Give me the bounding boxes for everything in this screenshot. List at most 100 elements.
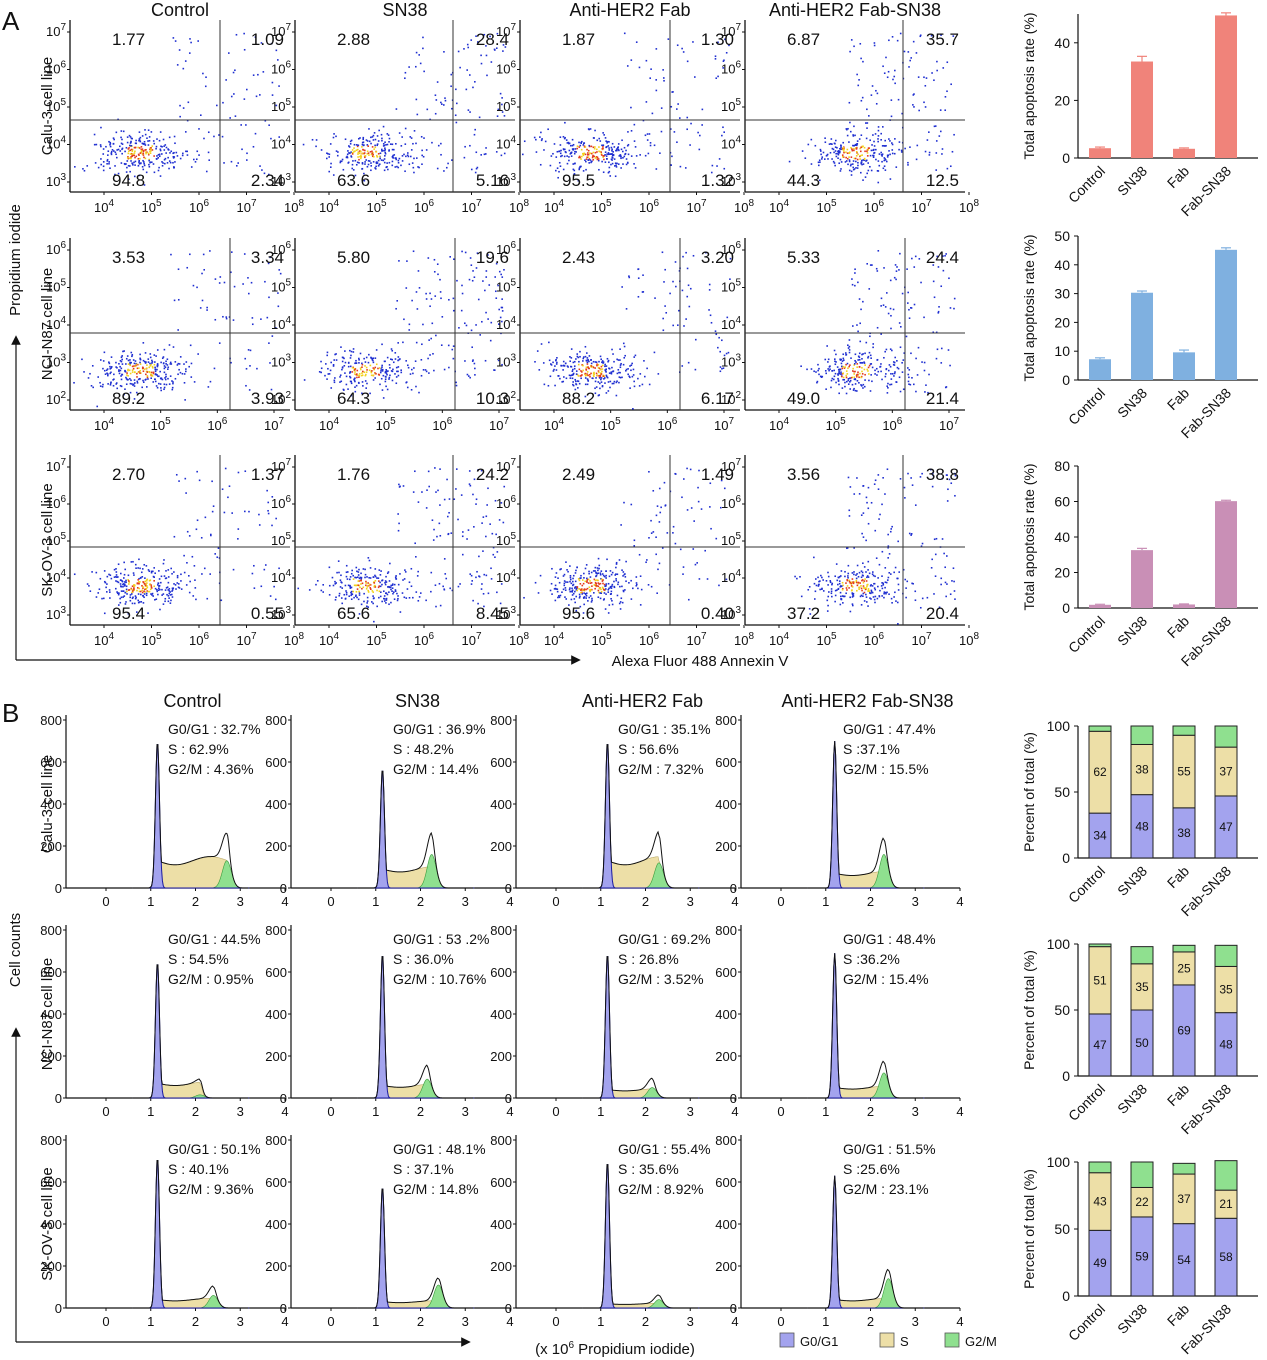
x-tick-label: 104 xyxy=(319,631,339,648)
scatter-dot xyxy=(101,385,104,388)
scatter-dot xyxy=(555,169,557,172)
scatter-dot xyxy=(596,567,599,569)
x-tick-label: 4 xyxy=(956,894,963,909)
scatter-dot xyxy=(855,579,858,582)
scatter-dot xyxy=(895,278,897,281)
scatter-dot xyxy=(466,373,469,376)
y-tick-label: 103 xyxy=(496,605,516,622)
scatter-dot xyxy=(902,568,905,571)
scatter-dot xyxy=(578,360,580,363)
scatter-dot xyxy=(353,378,355,381)
scatter-dot xyxy=(824,370,827,372)
scatter-dot xyxy=(572,361,575,364)
scatter-dot xyxy=(352,160,354,162)
scatter-dot xyxy=(575,587,578,590)
scatter-dot xyxy=(647,584,650,586)
scatter-dot xyxy=(167,576,170,578)
scatter-dot xyxy=(838,372,841,375)
scatter-dot xyxy=(170,593,173,596)
scatter-dot xyxy=(641,383,644,386)
scatter-dot xyxy=(355,144,358,146)
scatter-dot xyxy=(565,139,568,141)
scatter-dot xyxy=(606,357,609,360)
scatter-dot xyxy=(858,352,861,355)
scatter-dot xyxy=(916,374,919,376)
scatter-dot xyxy=(357,148,359,151)
scatter-dot xyxy=(315,583,317,586)
x-tick-label: 107 xyxy=(236,198,256,215)
scatter-dot xyxy=(932,280,935,283)
scatter-dot xyxy=(412,372,414,375)
scatter-dot xyxy=(616,162,618,165)
scatter-dot xyxy=(154,373,157,375)
y-tick-label: 105 xyxy=(496,278,516,295)
scatter-dot xyxy=(374,366,377,369)
scatter-dot xyxy=(613,158,616,160)
quadrant-lower-right: 1.32 xyxy=(701,171,734,190)
scatter-dot xyxy=(449,587,452,590)
scatter-dot xyxy=(937,266,940,268)
scatter-dot xyxy=(869,335,871,338)
scatter-dot xyxy=(392,154,394,157)
scatter-dot xyxy=(156,138,158,140)
scatter-dot xyxy=(125,171,128,173)
scatter-dot xyxy=(384,360,386,363)
scatter-dot xyxy=(619,371,621,374)
scatter-dot xyxy=(503,152,506,155)
scatter-dot xyxy=(417,166,419,168)
scatter-dot xyxy=(373,582,376,584)
scatter-dot xyxy=(602,362,604,364)
scatter-dot xyxy=(616,594,619,597)
scatter-dot xyxy=(472,493,474,496)
quadrant-lower-right: 0.55 xyxy=(251,604,284,623)
scatter-dot xyxy=(889,573,892,575)
scatter-dot xyxy=(861,353,863,356)
scatter-dot xyxy=(106,583,108,585)
scatter-dot xyxy=(605,374,608,377)
scatter-dot xyxy=(398,486,401,488)
scatter-dot xyxy=(831,583,833,586)
scatter-dot xyxy=(117,593,120,596)
scatter-dot xyxy=(614,574,617,576)
scatter-dot xyxy=(625,369,627,372)
scatter-dot xyxy=(138,131,141,133)
scatter-dot xyxy=(880,333,882,335)
scatter-dot xyxy=(582,153,585,156)
scatter-dot xyxy=(356,374,359,377)
scatter-dot xyxy=(594,367,596,369)
scatter-dot xyxy=(630,369,632,372)
scatter-dot xyxy=(351,167,354,170)
scatter-dot xyxy=(686,267,689,270)
scatter-dot xyxy=(824,137,826,139)
scatter-dot xyxy=(638,553,641,556)
scatter-dot xyxy=(251,572,254,575)
scatter-dot xyxy=(854,272,856,274)
scatter-dot xyxy=(426,489,428,491)
y-tick-label: 103 xyxy=(271,353,291,370)
scatter-dot xyxy=(622,575,624,577)
scatter-dot xyxy=(596,139,599,142)
scatter-dot xyxy=(360,374,363,377)
scatter-dot xyxy=(415,291,418,293)
scatter-dot xyxy=(161,588,163,591)
scatter-dot xyxy=(605,365,608,367)
x-tick-label: 2 xyxy=(417,1104,424,1119)
scatter-dot xyxy=(899,32,902,35)
scatter-dot xyxy=(840,161,843,163)
scatter-dot xyxy=(396,300,399,302)
scatter-dot xyxy=(494,499,497,502)
scatter-dot xyxy=(572,583,575,586)
scatter-dot xyxy=(810,368,813,370)
scatter-dot xyxy=(728,44,730,47)
scatter-dot xyxy=(397,161,400,164)
scatter-dot xyxy=(120,378,123,381)
scatter-dot xyxy=(622,163,624,165)
scatter-dot xyxy=(830,590,833,593)
scatter-dot xyxy=(358,359,360,361)
scatter-dot xyxy=(142,159,144,162)
scatter-dot xyxy=(596,585,598,587)
scatter-dot xyxy=(600,578,603,581)
scatter-dot xyxy=(850,146,852,149)
scatter-dot xyxy=(560,149,562,152)
scatter-dot xyxy=(178,368,180,371)
